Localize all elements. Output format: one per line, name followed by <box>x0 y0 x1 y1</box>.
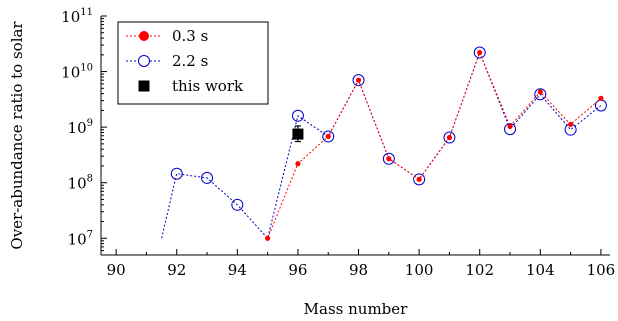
y-tick-label: 109 <box>68 118 93 137</box>
data-point <box>295 161 301 167</box>
legend-label: this work <box>172 77 244 95</box>
data-point <box>537 89 543 95</box>
data-point <box>322 130 335 143</box>
data-point <box>416 176 422 182</box>
legend-marker <box>138 80 150 92</box>
legend: 0.3 s 2.2 s this work <box>117 21 269 105</box>
data-point <box>325 133 331 140</box>
data-point <box>504 123 517 136</box>
legend-label: 2.2 s <box>172 52 208 70</box>
x-tick-label: 96 <box>288 261 307 279</box>
data-point <box>201 171 214 184</box>
x-tick-label: 102 <box>465 261 494 279</box>
data-point <box>231 198 244 211</box>
data-point <box>265 235 271 241</box>
data-point <box>507 123 513 130</box>
data-point <box>386 156 392 162</box>
series-layer <box>161 46 607 241</box>
data-point <box>355 77 362 83</box>
data-point <box>534 88 547 101</box>
x-axis-label: Mass number <box>304 300 408 318</box>
legend-label: 0.3 s <box>172 27 208 45</box>
x-tick-label: 98 <box>349 261 368 279</box>
axis-ticks: 90 92 94 96 98 100 102 104 106 107 108 109 1010 1011 <box>61 7 615 279</box>
data-point <box>292 128 304 140</box>
x-tick-label: 90 <box>107 261 126 279</box>
series-line <box>267 51 602 239</box>
data-point <box>443 131 456 144</box>
data-point <box>291 109 304 122</box>
x-tick-label: 106 <box>587 261 616 279</box>
data-point <box>446 134 453 141</box>
y-axis-label: Over-abundance ratio to solar <box>8 21 26 250</box>
data-point <box>473 46 486 59</box>
legend-marker <box>139 31 149 41</box>
data-point <box>382 152 395 165</box>
x-tick-label: 100 <box>405 261 434 279</box>
data-point <box>170 167 183 180</box>
data-point <box>352 74 365 87</box>
data-point <box>413 173 426 186</box>
series-this-work <box>292 125 304 143</box>
series-0_3-s <box>265 49 604 241</box>
x-tick-label: 94 <box>228 261 247 279</box>
y-tick-label: 108 <box>68 174 93 193</box>
y-tick-label: 107 <box>68 229 93 248</box>
y-tick-label: 1011 <box>61 7 93 26</box>
data-point <box>598 95 604 101</box>
legend-marker <box>138 55 150 67</box>
legend-item: this work <box>138 77 244 95</box>
x-tick-label: 92 <box>167 261 186 279</box>
y-tick-label: 1010 <box>61 63 93 82</box>
legend-item: 2.2 s <box>126 52 208 70</box>
legend-item: 0.3 s <box>126 27 208 45</box>
x-tick-label: 104 <box>526 261 555 279</box>
data-point <box>477 49 483 56</box>
series-line <box>161 51 602 240</box>
series-2_2-s <box>161 46 607 240</box>
data-point <box>568 121 574 128</box>
